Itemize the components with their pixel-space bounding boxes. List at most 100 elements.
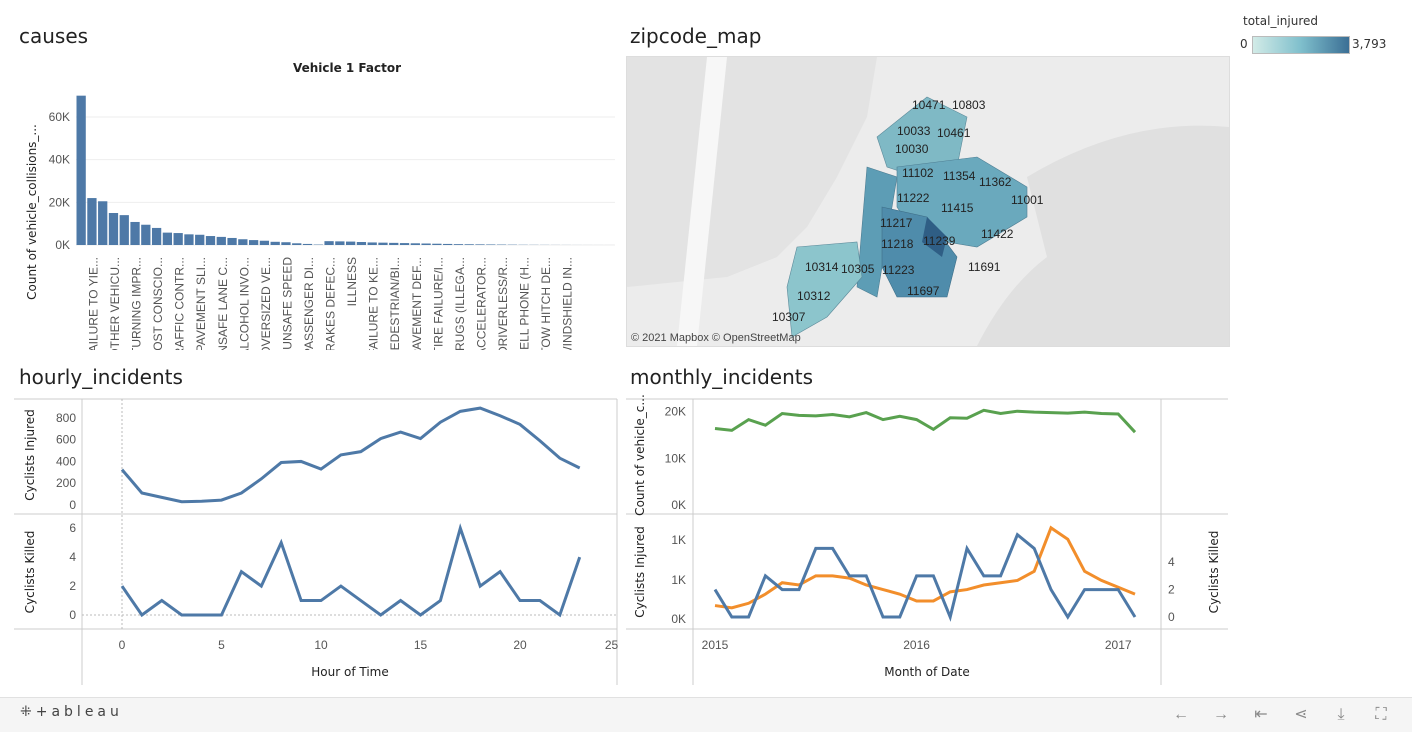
- x-axis-title: Month of Date: [884, 665, 970, 679]
- x-tick-label: BRAKES DEFEC...: [324, 257, 338, 350]
- bar[interactable]: [130, 222, 139, 245]
- bar[interactable]: [432, 244, 441, 245]
- download-icon[interactable]: ⤓: [1330, 704, 1352, 726]
- bar[interactable]: [443, 244, 452, 245]
- x-tick-label: TRAFFIC CONTR...: [173, 257, 187, 350]
- x-tick-label: FAILURE TO KE...: [367, 257, 381, 350]
- zipcode-label: 11102: [902, 166, 934, 180]
- line-cyclists-injured[interactable]: [715, 528, 1135, 608]
- zipcode-map-title: zipcode_map: [630, 24, 761, 48]
- zipcode-label: 11422: [981, 227, 1014, 241]
- bar[interactable]: [98, 201, 107, 245]
- y-axis-title: Cyclists Injured: [633, 526, 647, 618]
- bar[interactable]: [357, 242, 366, 245]
- revert-icon[interactable]: ⇤: [1250, 704, 1272, 726]
- bar[interactable]: [335, 241, 344, 245]
- bar[interactable]: [87, 198, 96, 245]
- y-tick-label: 600: [56, 433, 76, 447]
- zipcode-label: 11239: [923, 234, 956, 248]
- bar[interactable]: [152, 228, 161, 245]
- hourly-incidents-title: hourly_incidents: [19, 365, 183, 389]
- bar[interactable]: [486, 244, 495, 245]
- bar[interactable]: [217, 237, 226, 245]
- monthly-incidents-chart[interactable]: Count of vehicle_c... Cyclists Injured C…: [620, 395, 1232, 690]
- x-tick-label: TURNING IMPR...: [130, 257, 144, 350]
- zipcode-label: 10461: [937, 126, 971, 140]
- bar[interactable]: [475, 244, 484, 245]
- bar[interactable]: [324, 241, 333, 245]
- y-tick-label: 400: [56, 454, 76, 468]
- bar[interactable]: [303, 244, 312, 245]
- bar[interactable]: [346, 242, 355, 245]
- bar[interactable]: [195, 235, 204, 245]
- x-tick-label: 15: [414, 638, 428, 652]
- bar[interactable]: [120, 215, 129, 245]
- zipcode-label: 10471: [912, 98, 946, 112]
- fullscreen-icon[interactable]: ⛶: [1370, 704, 1392, 726]
- x-tick-label: ACCELERATOR...: [474, 257, 488, 350]
- bar[interactable]: [141, 225, 150, 245]
- bar[interactable]: [292, 243, 301, 245]
- legend-title: total_injured: [1243, 14, 1398, 28]
- y-tick-label: 0: [69, 608, 76, 622]
- bar[interactable]: [281, 242, 290, 245]
- x-tick-label: FAILURE TO YIE...: [86, 257, 100, 350]
- bar[interactable]: [249, 240, 258, 245]
- hourly-incidents-chart[interactable]: Cyclists Injured Cyclists Killed Hour of…: [0, 395, 620, 690]
- x-tick-label: DRIVERLESS/R...: [496, 257, 510, 350]
- line-collisions[interactable]: [715, 410, 1135, 432]
- x-tick-label: ALCOHOL INVO...: [237, 257, 251, 350]
- zipcode-label: 10312: [797, 289, 831, 303]
- bar[interactable]: [227, 238, 236, 245]
- y-tick-label: 40K: [49, 153, 70, 167]
- bar[interactable]: [378, 243, 387, 245]
- zipcode-label: 11223: [882, 263, 915, 277]
- bar[interactable]: [454, 244, 463, 245]
- x-tick-label: PASSENGER DI...: [302, 257, 316, 350]
- redo-icon[interactable]: →: [1210, 704, 1232, 726]
- line-cyclists-killed[interactable]: [122, 528, 580, 615]
- x-tick-label: ILLNESS: [345, 257, 359, 306]
- bar[interactable]: [368, 242, 377, 245]
- chart-title: Vehicle 1 Factor: [293, 61, 401, 75]
- bar[interactable]: [77, 96, 86, 245]
- zipcode-label: 11222: [897, 191, 930, 205]
- share-icon[interactable]: ⋖: [1290, 704, 1312, 726]
- causes-bar-chart[interactable]: Vehicle 1 Factor Count of vehicle_collis…: [0, 50, 620, 350]
- zipcode-label: 10314: [805, 260, 839, 274]
- line-cyclists-injured[interactable]: [122, 408, 580, 502]
- bar[interactable]: [389, 243, 398, 245]
- x-tick-label: WINDSHIELD IN...: [561, 257, 575, 350]
- y-tick-label-right: 4: [1168, 555, 1175, 569]
- x-tick-label: UNSAFE SPEED: [280, 257, 294, 350]
- color-legend[interactable]: total_injured 0 3,793: [1238, 14, 1398, 54]
- x-tick-label: 2017: [1105, 638, 1132, 652]
- bar[interactable]: [260, 241, 269, 245]
- y-tick-label: 1K: [671, 533, 686, 547]
- y-tick-label: 20K: [49, 195, 70, 209]
- zipcode-label: 10803: [952, 98, 986, 112]
- bar[interactable]: [206, 236, 215, 245]
- x-tick-label: OTHER VEHICU...: [108, 257, 122, 350]
- bar[interactable]: [174, 233, 183, 245]
- y-tick-label: 0: [69, 498, 76, 512]
- bar[interactable]: [271, 242, 280, 245]
- bar[interactable]: [238, 239, 247, 245]
- tableau-logo[interactable]: ⁜+ableau: [20, 704, 123, 720]
- zipcode-label: 10305: [841, 262, 875, 276]
- y-tick-label: 0K: [55, 238, 70, 252]
- x-tick-label: 2016: [903, 638, 930, 652]
- bar[interactable]: [421, 244, 430, 245]
- x-tick-label: CELL PHONE (H...: [518, 257, 532, 350]
- x-tick-label: PAVEMENT SLI...: [194, 257, 208, 350]
- bar[interactable]: [163, 233, 172, 245]
- bar[interactable]: [109, 213, 118, 245]
- bar[interactable]: [411, 243, 420, 245]
- undo-icon[interactable]: ←: [1170, 704, 1192, 726]
- bar[interactable]: [184, 234, 193, 245]
- x-tick-label: DRUGS (ILLEGA...: [453, 257, 467, 350]
- bar[interactable]: [400, 243, 409, 245]
- bar[interactable]: [465, 244, 474, 245]
